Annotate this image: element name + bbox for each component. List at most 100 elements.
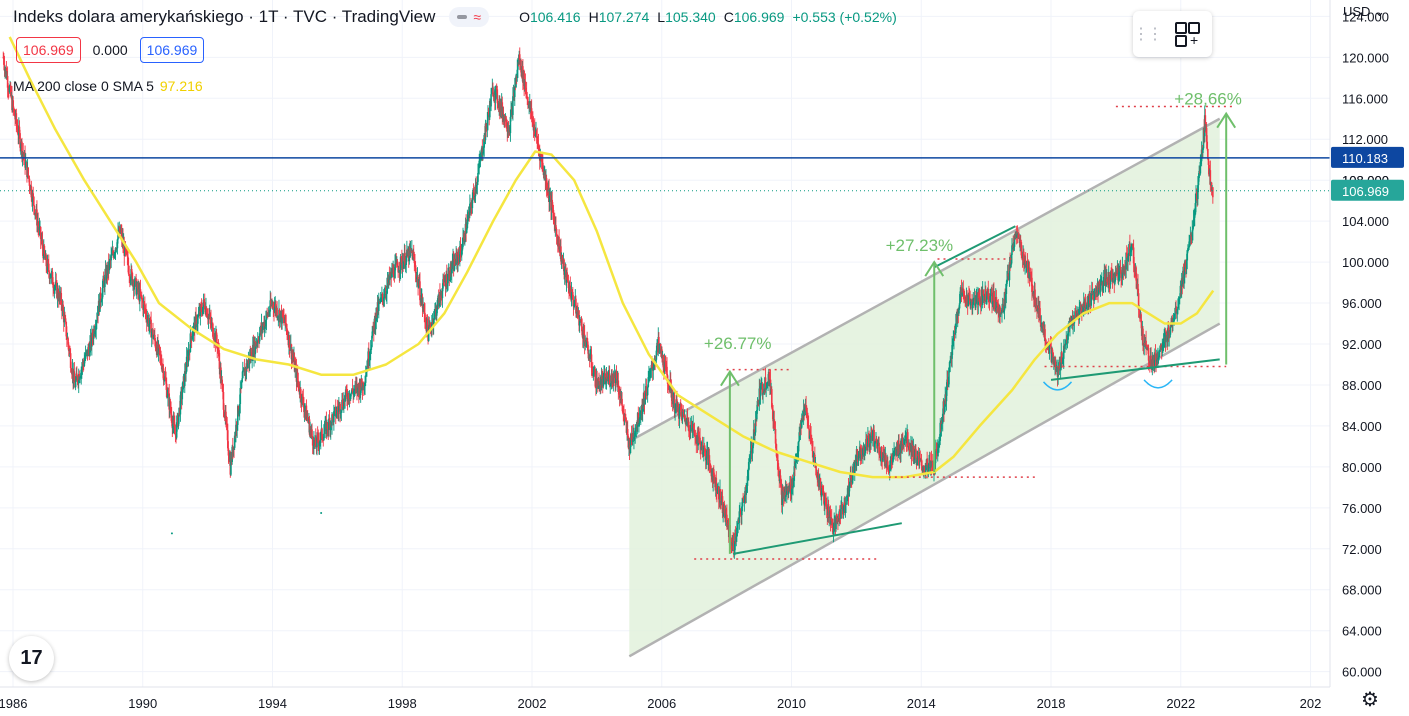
- candle-body: [165, 380, 167, 384]
- candle-body: [753, 429, 756, 434]
- candle-body: [602, 376, 605, 387]
- candle-body: [649, 368, 652, 371]
- candle-body: [21, 141, 23, 157]
- currency-selector[interactable]: USD ⌄: [1343, 4, 1385, 20]
- candle-body: [99, 292, 102, 303]
- candle-body: [296, 372, 299, 381]
- candle-body: [348, 393, 350, 401]
- candle-body: [954, 332, 957, 335]
- tradingview-logo[interactable]: 17: [9, 636, 54, 681]
- symbol-title[interactable]: Indeks dolara amerykańskiego · 1T · TVC …: [13, 7, 436, 26]
- candle-body: [1062, 345, 1065, 359]
- x-tick-label: 2014: [907, 696, 936, 711]
- candle-body: [983, 294, 985, 296]
- candle-body: [316, 435, 318, 448]
- candle-body: [1065, 339, 1068, 345]
- candle-body: [735, 536, 738, 542]
- logo-text: 17: [20, 647, 43, 669]
- candle-body: [1190, 234, 1192, 236]
- candle-body: [481, 147, 484, 156]
- candle-body: [84, 358, 86, 362]
- candle-body: [913, 445, 915, 460]
- candle-body: [1102, 285, 1104, 291]
- candle-body: [192, 333, 194, 336]
- candle-body: [669, 380, 672, 385]
- candle-body: [318, 442, 321, 446]
- candle-body: [984, 289, 987, 302]
- buy-price[interactable]: 106.969: [139, 37, 205, 63]
- candle-body: [949, 360, 952, 363]
- candle-body: [410, 248, 413, 251]
- candle-body: [445, 274, 448, 287]
- candle-body: [1180, 278, 1183, 293]
- candle-body: [815, 474, 818, 478]
- candle-body: [324, 422, 326, 431]
- candle-body: [1000, 313, 1003, 314]
- candle-body: [1117, 272, 1120, 281]
- candle-body: [1202, 148, 1204, 154]
- candle-body: [369, 351, 371, 359]
- market-status-badge[interactable]: ≈: [449, 7, 490, 27]
- candle-body: [1049, 344, 1052, 347]
- candle-body: [1029, 272, 1032, 275]
- candle-body: [571, 289, 573, 292]
- indicator-legend[interactable]: MA 200 close 0 SMA 5 97.216: [13, 78, 203, 94]
- candle-body: [1148, 360, 1151, 363]
- candle-body: [850, 478, 853, 483]
- candle-body: [24, 162, 27, 168]
- candle-body: [91, 332, 94, 338]
- layout-grid-icon[interactable]: +: [1175, 22, 1200, 47]
- candle-body: [19, 147, 22, 149]
- candle-body: [1154, 353, 1156, 367]
- candle-body: [935, 449, 938, 452]
- candle-body: [257, 339, 260, 342]
- candle-body: [893, 450, 895, 457]
- candle-body: [177, 414, 180, 426]
- candle-body: [963, 292, 965, 299]
- candle-body: [235, 424, 237, 436]
- candle-body: [127, 256, 129, 266]
- candle-body: [704, 447, 706, 450]
- y-tick-label: 124.000: [1342, 9, 1389, 24]
- candle-body: [795, 460, 797, 463]
- sell-price[interactable]: 106.969: [16, 37, 81, 63]
- candle-body: [479, 159, 482, 161]
- candle-body: [903, 439, 906, 445]
- candle-body: [408, 246, 411, 262]
- candle-body: [399, 256, 402, 271]
- y-tick-label: 80.000: [1342, 460, 1382, 475]
- candle-body: [4, 68, 6, 71]
- candle-body: [1197, 178, 1200, 186]
- channel-lower-line: [628, 322, 1221, 658]
- candle-body: [745, 490, 748, 495]
- candle-body: [967, 294, 970, 307]
- candle-body: [256, 343, 258, 345]
- candle-body: [628, 439, 631, 454]
- candle-body: [476, 181, 479, 186]
- drag-handle-icon[interactable]: ⋮⋮: [1133, 26, 1163, 43]
- candle-body: [797, 451, 799, 454]
- candle-body: [1013, 246, 1015, 249]
- candle-body: [228, 455, 230, 462]
- candle-body: [372, 325, 374, 328]
- candle-body: [682, 410, 685, 412]
- candle-body: [552, 207, 554, 210]
- candle-body: [423, 306, 426, 313]
- candle-body: [895, 446, 898, 456]
- candle-body: [258, 341, 260, 342]
- candle-body: [268, 311, 271, 314]
- candle-body: [477, 172, 479, 182]
- candle-body: [688, 421, 690, 432]
- candle-body: [1159, 349, 1161, 352]
- candle-body: [389, 275, 391, 280]
- candle-body: [1150, 355, 1152, 366]
- settings-gear-icon[interactable]: ⚙: [1361, 689, 1379, 711]
- minus-icon: [457, 15, 468, 19]
- candle-body: [248, 355, 251, 365]
- candle-body: [1039, 318, 1042, 327]
- candle-body: [654, 360, 656, 362]
- candle-body: [694, 435, 696, 437]
- candle-body: [558, 251, 561, 253]
- candle-body: [535, 131, 538, 137]
